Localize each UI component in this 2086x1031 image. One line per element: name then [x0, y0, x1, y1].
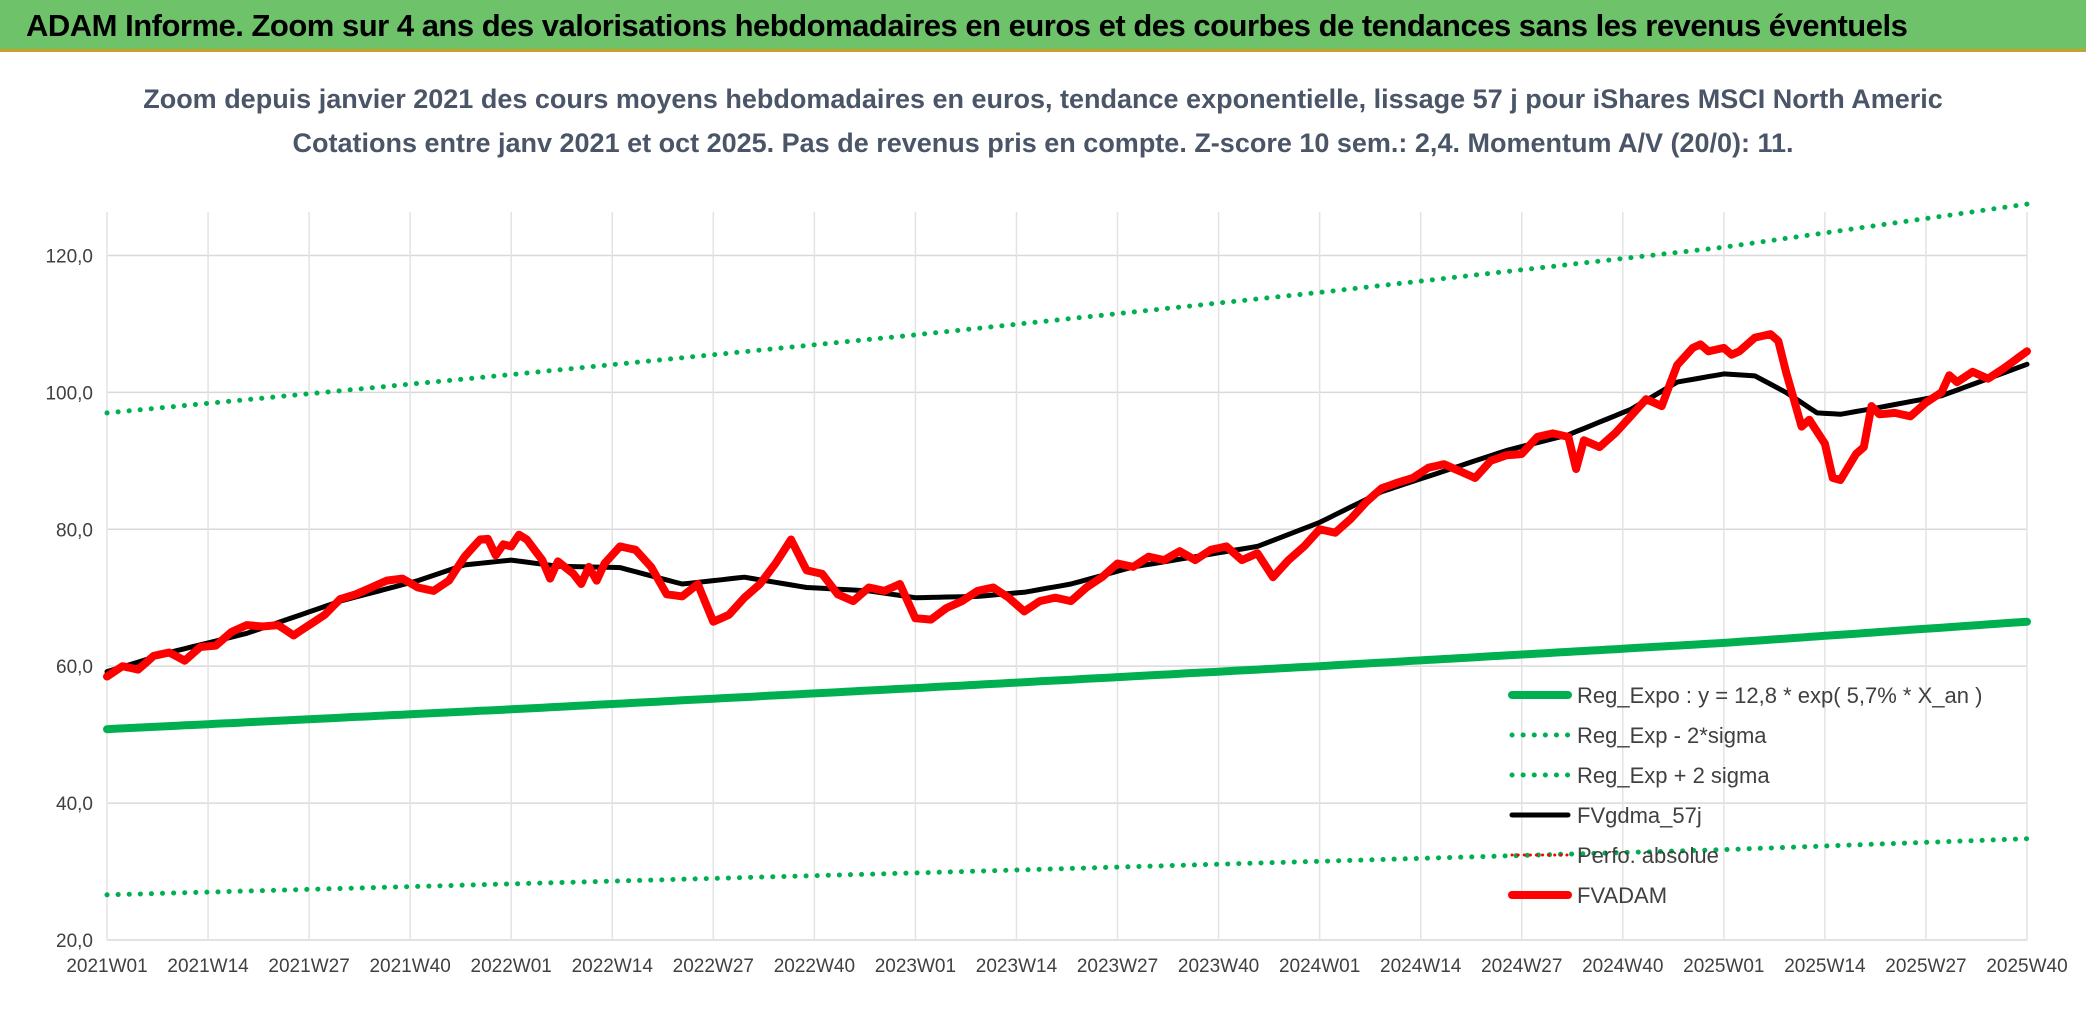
chart-subtitle: Cotations entre janv 2021 et oct 2025. P… [292, 128, 1793, 158]
x-tick-label: 2024W01 [1279, 956, 1360, 977]
x-tick-label: 2023W40 [1178, 956, 1259, 977]
y-tick-label: 80,0 [56, 520, 93, 541]
legend-label: FVgdma_57j [1577, 803, 1702, 828]
report-banner: ADAM Informe. Zoom sur 4 ans des valoris… [0, 0, 2086, 52]
series-line-reg-exp-2-sigma [104, 836, 2030, 898]
x-tick-label: 2021W27 [268, 956, 349, 977]
y-tick-label: 120,0 [45, 246, 93, 267]
x-tick-label: 2025W01 [1683, 956, 1764, 977]
legend-label: Reg_Exp - 2*sigma [1577, 723, 1767, 748]
series-line-fvadam [103, 330, 2031, 681]
legend-label: FVADAM [1577, 883, 1667, 908]
chart: Zoom depuis janvier 2021 des cours moyen… [0, 52, 2086, 1031]
x-tick-label: 2023W27 [1077, 956, 1158, 977]
x-tick-label: 2022W40 [774, 956, 855, 977]
x-tick-label: 2021W01 [66, 956, 147, 977]
x-tick-label: 2021W40 [369, 956, 450, 977]
x-tick-label: 2023W01 [875, 956, 956, 977]
series-line-reg-exp-2-sigma [104, 201, 2030, 416]
legend-label: Reg_Exp + 2 sigma [1577, 763, 1770, 788]
legend-label: Perfo. absolue [1577, 843, 1719, 868]
chart-title: Zoom depuis janvier 2021 des cours moyen… [143, 84, 1943, 114]
chart-frame: Zoom depuis janvier 2021 des cours moyen… [0, 52, 2086, 1031]
series-line-reg-expo-y-12-8-exp-5-7-x-an [103, 617, 2031, 734]
legend-label: Reg_Expo : y = 12,8 * exp( 5,7% * X_an ) [1577, 683, 1982, 708]
series-line-fvgdma-57j [104, 361, 2030, 675]
y-tick-label: 20,0 [56, 931, 93, 952]
chart-background [0, 52, 2086, 1031]
x-axis-ticks: 2021W01 2021W14 2021W27 2021W40 2022W01 2022W… [66, 956, 2067, 977]
y-tick-label: 40,0 [56, 794, 93, 815]
x-tick-label: 2024W14 [1380, 956, 1462, 977]
x-tick-label: 2022W14 [572, 956, 654, 977]
x-tick-label: 2024W40 [1582, 956, 1663, 977]
x-tick-label: 2022W27 [673, 956, 754, 977]
y-axis-ticks: 20,0 40,0 60,0 80,0 100,0 120,0 [45, 246, 93, 952]
x-tick-label: 2025W27 [1885, 956, 1966, 977]
x-tick-label: 2023W14 [976, 956, 1058, 977]
legend: Reg_Expo : y = 12,8 * exp( 5,7% * X_an )… [1508, 683, 1982, 908]
x-tick-label: 2021W14 [167, 956, 249, 977]
x-tick-label: 2024W27 [1481, 956, 1562, 977]
x-tick-label: 2025W14 [1784, 956, 1866, 977]
y-tick-label: 60,0 [56, 657, 93, 678]
report-title: ADAM Informe. Zoom sur 4 ans des valoris… [26, 8, 1908, 43]
y-tick-label: 100,0 [45, 383, 93, 404]
series-lines [103, 201, 2031, 898]
x-tick-label: 2022W01 [471, 956, 552, 977]
x-tick-label: 2025W40 [1986, 956, 2067, 977]
